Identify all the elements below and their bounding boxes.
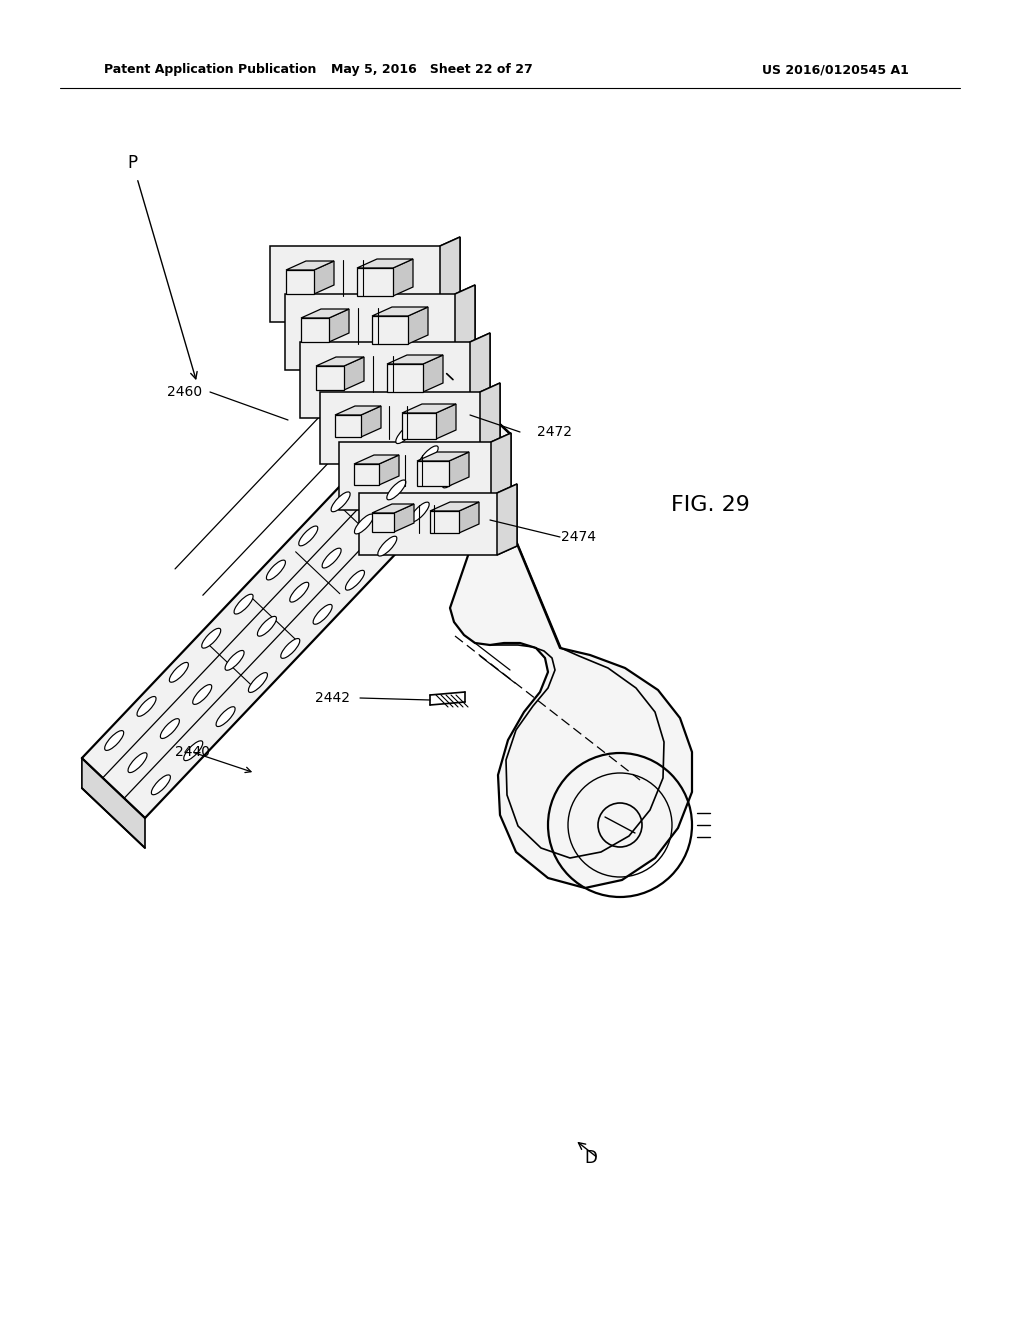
Ellipse shape <box>152 775 170 795</box>
Polygon shape <box>357 259 413 268</box>
Ellipse shape <box>257 616 276 636</box>
Ellipse shape <box>313 605 332 624</box>
Polygon shape <box>436 404 456 440</box>
Text: 2442: 2442 <box>314 690 349 705</box>
Text: 2460: 2460 <box>168 385 203 399</box>
Ellipse shape <box>364 458 383 478</box>
Ellipse shape <box>378 536 397 556</box>
Ellipse shape <box>281 639 300 659</box>
Polygon shape <box>335 414 361 437</box>
Ellipse shape <box>202 628 221 648</box>
Polygon shape <box>430 502 479 511</box>
Polygon shape <box>417 451 469 461</box>
Ellipse shape <box>266 560 286 579</box>
Polygon shape <box>361 407 381 437</box>
Polygon shape <box>387 355 443 364</box>
Polygon shape <box>301 309 349 318</box>
Ellipse shape <box>183 741 203 760</box>
Polygon shape <box>285 285 475 370</box>
Polygon shape <box>446 374 692 888</box>
Text: D: D <box>585 1148 597 1167</box>
Ellipse shape <box>323 548 341 568</box>
Ellipse shape <box>387 480 406 500</box>
Polygon shape <box>490 433 511 510</box>
Text: P: P <box>127 154 137 172</box>
Polygon shape <box>314 261 334 294</box>
Polygon shape <box>394 504 414 532</box>
Polygon shape <box>470 333 490 418</box>
Polygon shape <box>372 513 394 532</box>
Ellipse shape <box>331 492 350 512</box>
Text: 2472: 2472 <box>537 425 571 440</box>
Polygon shape <box>319 383 500 465</box>
Polygon shape <box>357 268 393 296</box>
Polygon shape <box>408 308 428 345</box>
Polygon shape <box>372 504 414 513</box>
Ellipse shape <box>193 685 212 705</box>
Polygon shape <box>402 413 436 440</box>
Polygon shape <box>270 238 460 322</box>
Polygon shape <box>359 484 517 554</box>
Polygon shape <box>300 333 490 418</box>
Polygon shape <box>339 433 511 510</box>
Ellipse shape <box>419 446 438 466</box>
Polygon shape <box>316 356 364 366</box>
Polygon shape <box>372 308 428 315</box>
Polygon shape <box>449 451 469 486</box>
Polygon shape <box>344 356 364 389</box>
Ellipse shape <box>104 730 124 751</box>
Polygon shape <box>372 315 408 345</box>
Text: US 2016/0120545 A1: US 2016/0120545 A1 <box>762 63 909 77</box>
Polygon shape <box>354 455 399 465</box>
Polygon shape <box>440 238 460 322</box>
Ellipse shape <box>169 663 188 682</box>
Polygon shape <box>430 511 459 533</box>
Text: 2474: 2474 <box>561 531 597 544</box>
Text: 2440: 2440 <box>174 744 210 759</box>
Polygon shape <box>329 309 349 342</box>
Text: May 5, 2016   Sheet 22 of 27: May 5, 2016 Sheet 22 of 27 <box>331 63 532 77</box>
Polygon shape <box>354 465 379 484</box>
Polygon shape <box>417 461 449 486</box>
Polygon shape <box>379 455 399 484</box>
Text: Patent Application Publication: Patent Application Publication <box>104 63 316 77</box>
Ellipse shape <box>161 718 179 738</box>
Polygon shape <box>459 502 479 533</box>
Polygon shape <box>402 404 456 413</box>
Ellipse shape <box>354 513 374 533</box>
Polygon shape <box>387 364 423 392</box>
Ellipse shape <box>411 502 429 521</box>
Ellipse shape <box>137 697 156 717</box>
Ellipse shape <box>128 752 147 772</box>
Ellipse shape <box>234 594 253 614</box>
Polygon shape <box>335 407 381 414</box>
Ellipse shape <box>299 525 317 546</box>
Polygon shape <box>82 374 510 818</box>
Polygon shape <box>286 271 314 294</box>
Ellipse shape <box>345 570 365 590</box>
Polygon shape <box>480 383 500 465</box>
Ellipse shape <box>249 673 267 693</box>
Polygon shape <box>301 318 329 342</box>
Ellipse shape <box>225 651 244 671</box>
Ellipse shape <box>442 469 462 488</box>
Ellipse shape <box>290 582 309 602</box>
Ellipse shape <box>216 706 236 726</box>
Text: FIG. 29: FIG. 29 <box>671 495 750 515</box>
Polygon shape <box>497 484 517 554</box>
Polygon shape <box>393 259 413 296</box>
Polygon shape <box>455 285 475 370</box>
Polygon shape <box>423 355 443 392</box>
Polygon shape <box>82 758 145 847</box>
Polygon shape <box>286 261 334 271</box>
Ellipse shape <box>396 424 415 444</box>
Polygon shape <box>316 366 344 389</box>
